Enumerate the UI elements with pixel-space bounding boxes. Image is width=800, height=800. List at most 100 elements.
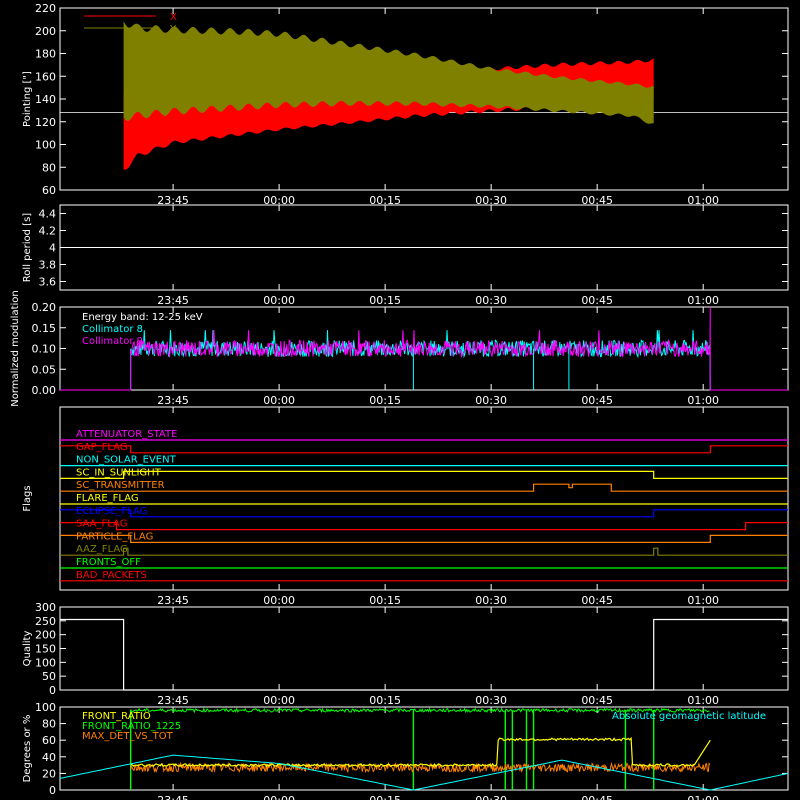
flag-label: AAZ_FLAG bbox=[76, 544, 128, 555]
flag-line-gap-flag bbox=[60, 445, 788, 454]
x-tick-label: 00:00 bbox=[263, 594, 295, 607]
collimator-8-line bbox=[60, 330, 788, 391]
x-tick-label: 00:15 bbox=[369, 194, 401, 207]
y-tick-label: 0.10 bbox=[32, 343, 57, 356]
geomagnetic-latitude-line bbox=[59, 754, 789, 791]
collimator-9-line bbox=[60, 306, 788, 391]
x-tick-label: 00:30 bbox=[475, 694, 507, 707]
flag-label: BAD_PACKETS bbox=[76, 570, 147, 581]
y-tick-label: 4.4 bbox=[39, 208, 57, 221]
flag-line-eclipse-flag bbox=[60, 509, 788, 518]
x-tick-label: 01:00 bbox=[687, 794, 719, 800]
y-tick-label: 220 bbox=[35, 2, 56, 15]
y-tick-label: 60 bbox=[42, 184, 56, 197]
flag-label: ATTENUATOR_STATE bbox=[76, 429, 177, 440]
legend-label: FRONT_RATIO_1225 bbox=[82, 721, 181, 732]
legend-label: Collimator 9 bbox=[82, 336, 143, 347]
y-axis-label: Pointing ["] bbox=[22, 71, 33, 127]
flag-line-sc-transmitter bbox=[60, 483, 788, 492]
x-tick-label: 23:45 bbox=[157, 694, 189, 707]
x-tick-label: 00:45 bbox=[581, 294, 613, 307]
x-tick-label: 00:00 bbox=[263, 394, 295, 407]
flag-line-aaz-flag bbox=[60, 547, 788, 556]
y-tick-label: 120 bbox=[35, 116, 56, 129]
flag-label: SAA_FLAG bbox=[76, 519, 127, 530]
y-axis-label: Roll period [s] bbox=[22, 213, 33, 282]
x-tick-label: 00:45 bbox=[581, 694, 613, 707]
flag-line-particle-flag bbox=[60, 534, 788, 544]
y-tick-label: 200 bbox=[35, 25, 56, 38]
modulation-panel: 23:45 00:00 00:15 00:30 00:45 01:00 Normalized… bbox=[10, 290, 789, 407]
y-tick-label: 3.6 bbox=[39, 276, 57, 289]
legend-label: FRONT_RATIO bbox=[82, 711, 151, 722]
ratios-panel: 23:45 00:00 00:15 00:30 00:45 01:00 Degrees or… bbox=[22, 701, 789, 800]
flag-label: PARTICLE_FLAG bbox=[76, 531, 153, 542]
x-tick-label: 00:00 bbox=[263, 194, 295, 207]
y-tick-label: 3.8 bbox=[39, 259, 57, 272]
max-det-vs-tot-line bbox=[130, 761, 711, 774]
y-tick-label: 0.05 bbox=[32, 363, 57, 376]
y-tick-label: 0.20 bbox=[32, 301, 57, 314]
x-tick-label: 23:45 bbox=[157, 594, 189, 607]
y-tick-label: 40 bbox=[42, 751, 56, 764]
y-axis-label: Normalized modulation bbox=[10, 290, 21, 407]
x-tick-label: 00:30 bbox=[475, 194, 507, 207]
legend-label: Collimator 8 bbox=[82, 324, 143, 335]
roll-period-panel: 23:45 00:00 00:15 00:30 00:45 01:00 Roll perio… bbox=[22, 204, 789, 307]
x-tick-label: 23:45 bbox=[157, 794, 189, 800]
flag-label: FRONTS_OFF bbox=[76, 557, 141, 568]
flag-line-sc-in-sunlight bbox=[60, 470, 788, 479]
flag-label: ECLIPSE_FLAG bbox=[76, 506, 147, 517]
y-tick-label: 0 bbox=[49, 784, 56, 797]
y-tick-label: 60 bbox=[42, 734, 56, 747]
legend-label: Energy band: 12-25 keV bbox=[82, 312, 203, 323]
y-tick-label: 150 bbox=[35, 643, 56, 656]
y-tick-label: 100 bbox=[35, 701, 56, 714]
legend-label: MAX_DET_VS_TOT bbox=[82, 731, 174, 742]
x-tick-label: 00:15 bbox=[369, 694, 401, 707]
y-tick-label: 140 bbox=[35, 93, 56, 106]
x-tick-label: 00:30 bbox=[475, 594, 507, 607]
y-tick-label: 160 bbox=[35, 70, 56, 83]
x-tick-label: 00:00 bbox=[263, 694, 295, 707]
y-tick-label: 300 bbox=[35, 601, 56, 614]
y-tick-label: 250 bbox=[35, 615, 56, 628]
x-tick-label: 00:15 bbox=[369, 294, 401, 307]
front-ratio-1225-line bbox=[130, 707, 710, 714]
y-tick-label: 80 bbox=[42, 718, 56, 731]
flag-label: SC_TRANSMITTER bbox=[76, 480, 165, 491]
y-tick-label: 80 bbox=[42, 161, 56, 174]
x-tick-label: 00:15 bbox=[369, 594, 401, 607]
series-y-band bbox=[123, 21, 654, 124]
x-tick-label: 01:00 bbox=[687, 594, 719, 607]
quality-line bbox=[60, 618, 788, 691]
x-tick-label: 00:30 bbox=[475, 794, 507, 800]
x-tick-label: 00:30 bbox=[475, 294, 507, 307]
y-tick-label: 4.2 bbox=[39, 225, 57, 238]
y-axis-label: Degrees or % bbox=[22, 715, 33, 783]
x-tick-label: 00:15 bbox=[369, 794, 401, 800]
x-tick-label: 00:45 bbox=[581, 794, 613, 800]
flag-label: GAP_FLAG bbox=[76, 442, 128, 453]
y-tick-label: 0.00 bbox=[32, 384, 57, 397]
flag-label: FLARE_FLAG bbox=[76, 493, 139, 504]
y-tick-label: 200 bbox=[35, 629, 56, 642]
plot-frame bbox=[59, 706, 789, 791]
x-tick-label: 00:30 bbox=[475, 394, 507, 407]
y-tick-label: 20 bbox=[42, 767, 56, 780]
latitude-annotation: Absolute geomagnetic latitude bbox=[612, 711, 766, 722]
x-tick-label: 00:45 bbox=[581, 594, 613, 607]
front-ratio-line bbox=[130, 736, 711, 768]
y-tick-label: 100 bbox=[35, 139, 56, 152]
pointing-panel: 23:45 00:00 00:15 00:30 00:45 01:00 Pointing [… bbox=[22, 2, 789, 207]
y-tick-label: 4 bbox=[49, 242, 56, 255]
y-axis-label: Quality bbox=[22, 631, 33, 667]
legend-label: Y bbox=[169, 24, 177, 35]
x-tick-label: 00:45 bbox=[581, 394, 613, 407]
y-tick-label: 0.15 bbox=[32, 322, 57, 335]
x-tick-label: 00:15 bbox=[369, 394, 401, 407]
legend-label: X bbox=[170, 12, 177, 23]
y-tick-label: 0 bbox=[49, 684, 56, 697]
x-tick-label: 00:45 bbox=[581, 194, 613, 207]
